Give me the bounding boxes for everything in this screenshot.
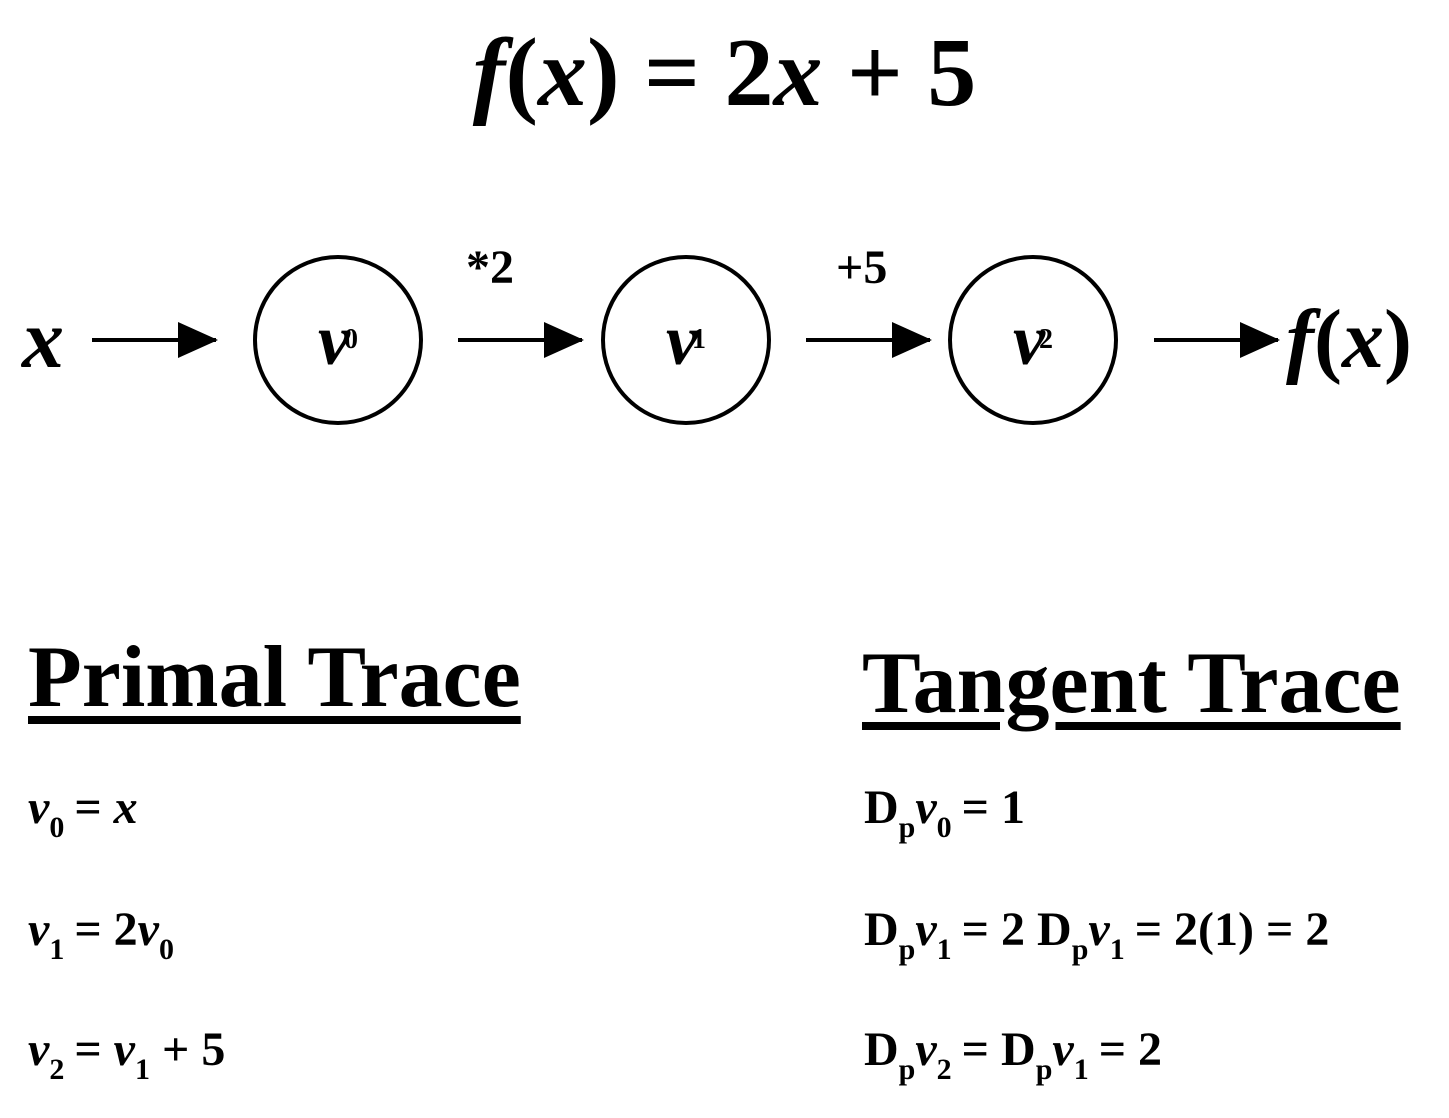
- tangent-2-d: D: [864, 903, 899, 956]
- tangent-line-3: Dpv2 = Dpv1 = 2: [864, 1020, 1162, 1100]
- primal-1-v: v: [28, 781, 50, 834]
- primal-2-v2: v: [137, 903, 159, 956]
- primal-3-sub2: 1: [134, 1053, 150, 1086]
- tangent-line-2: Dpv1 = 2 Dpv1 = 2(1) = 2: [864, 900, 1329, 980]
- tangent-2-p: p: [898, 933, 916, 966]
- primal-2-sub: 1: [49, 933, 65, 966]
- tangent-2-rest: = 2 D: [961, 903, 1072, 956]
- equation-title: f(x) = 2x + 5: [0, 18, 1449, 128]
- arrow-v0-v1: [458, 322, 584, 358]
- tangent-1-sub: 0: [936, 811, 952, 844]
- output-close-paren: ): [1383, 293, 1412, 386]
- primal-1-sub: 0: [49, 811, 65, 844]
- tangent-3-sub2: 1: [1073, 1053, 1089, 1086]
- node-v1-var: v: [666, 299, 698, 380]
- title-f: f: [472, 19, 506, 127]
- input-arrow: [92, 322, 218, 358]
- tangent-2-tail: = 2(1) = 2: [1134, 903, 1330, 956]
- tangent-3-d: D: [864, 1023, 899, 1076]
- tangent-2-v2: v: [1088, 903, 1110, 956]
- title-rest: + 5: [822, 19, 977, 127]
- tangent-3-p: p: [898, 1053, 916, 1086]
- edge-label-plus-5: +5: [836, 241, 888, 294]
- primal-1-x: x: [113, 781, 138, 834]
- output-open-paren: (: [1313, 293, 1342, 386]
- tangent-1-v: v: [915, 781, 937, 834]
- input-x-label: x: [22, 293, 64, 386]
- tangent-2-sub: 1: [936, 933, 952, 966]
- title-x: x: [537, 19, 587, 127]
- node-v0-var: v: [318, 299, 350, 380]
- node-v1-sub: 1: [691, 324, 706, 355]
- primal-3-v2: v: [113, 1023, 135, 1076]
- node-v2-sub: 2: [1038, 324, 1053, 355]
- tangent-3-tail: = 2: [1098, 1023, 1163, 1076]
- tangent-2-v: v: [915, 903, 937, 956]
- primal-3-v: v: [28, 1023, 50, 1076]
- tangent-line-1: Dpv0 = 1: [864, 778, 1025, 858]
- output-fx-label: f(x): [1286, 295, 1412, 385]
- primal-3-rest: =: [74, 1023, 114, 1076]
- primal-3-tail: + 5: [149, 1023, 226, 1076]
- tangent-3-v2: v: [1052, 1023, 1074, 1076]
- title-open-paren: (: [505, 19, 538, 127]
- primal-trace-heading: Primal Trace: [28, 629, 521, 726]
- tangent-trace-heading: Tangent Trace: [862, 635, 1401, 732]
- tangent-1-p: p: [898, 811, 916, 844]
- tangent-3-sub: 2: [936, 1053, 952, 1086]
- output-arrow: [1154, 322, 1280, 358]
- output-x: x: [1341, 293, 1384, 386]
- tangent-3-v: v: [915, 1023, 937, 1076]
- primal-1-rest: =: [74, 781, 114, 834]
- edge-label-times-2: *2: [466, 241, 514, 294]
- arrow-v1-v2: [806, 322, 932, 358]
- primal-3-sub: 2: [49, 1053, 65, 1086]
- primal-2-rest: = 2: [74, 903, 138, 956]
- primal-line-1: v0 = x: [28, 778, 138, 858]
- primal-2-v: v: [28, 903, 50, 956]
- node-v0-sub: 0: [343, 324, 358, 355]
- output-f: f: [1286, 293, 1314, 386]
- title-x2: x: [773, 19, 823, 127]
- tangent-1-rest: = 1: [961, 781, 1026, 834]
- node-v2-var: v: [1013, 299, 1045, 380]
- title-close-eq: ) = 2: [586, 19, 774, 127]
- tangent-3-rest: = D: [961, 1023, 1036, 1076]
- tangent-2-sub2: 1: [1109, 933, 1125, 966]
- tangent-2-p2: p: [1071, 933, 1089, 966]
- primal-2-sub2: 0: [158, 933, 174, 966]
- primal-line-3: v2 = v1 + 5: [28, 1020, 225, 1100]
- tangent-3-p2: p: [1035, 1053, 1053, 1086]
- primal-line-2: v1 = 2v0: [28, 900, 174, 980]
- tangent-1-d: D: [864, 781, 899, 834]
